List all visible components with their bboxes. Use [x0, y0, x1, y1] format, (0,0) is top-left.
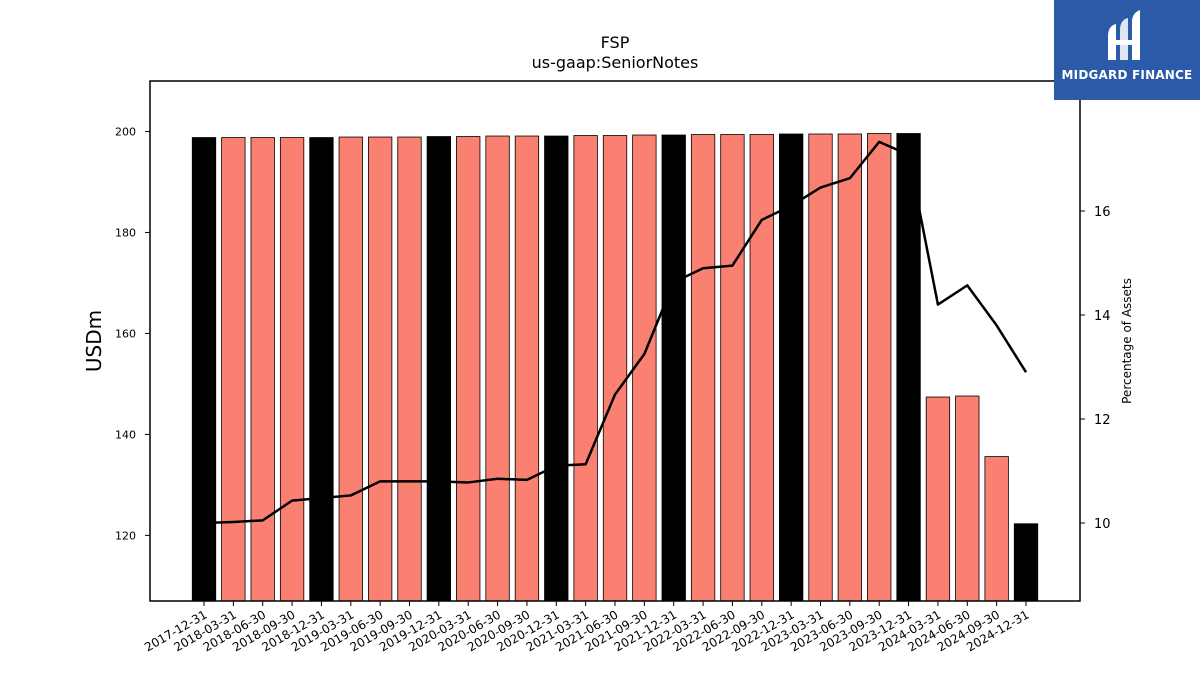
x-axis: 2017-12-312018-03-312018-06-302018-09-30… [142, 601, 1032, 654]
bar-2018-06-30 [250, 137, 275, 602]
y-right-tick-label: 16 [1094, 205, 1111, 220]
bar-2020-03-31 [456, 136, 481, 602]
bar-2022-03-31 [690, 134, 716, 602]
percentage-line [203, 140, 1028, 525]
bar-2023-03-31 [808, 133, 833, 602]
y-tick-label: 120 [115, 529, 136, 542]
bar-2021-09-30 [632, 134, 657, 602]
bars-layer [191, 133, 1039, 602]
bar-2024-12-31 [1013, 523, 1039, 602]
chart-title: FSP [601, 33, 630, 52]
y-axis-label: USDm [82, 310, 106, 372]
bar-2023-12-31 [896, 133, 921, 602]
bar-2019-09-30 [397, 136, 422, 602]
bar-2020-12-31 [544, 135, 569, 602]
y-right-tick-label: 12 [1094, 413, 1111, 428]
bar-2018-12-31 [309, 137, 334, 602]
y-axis-label-right: Percentage of Assets [1120, 278, 1134, 404]
bar-2019-06-30 [367, 136, 393, 602]
brand-logo: MIDGARD FINANCE [1054, 0, 1200, 100]
bar-2021-12-31 [661, 134, 686, 602]
left-axis: 120 140 160 180 200 [115, 125, 150, 542]
y-tick-label: 140 [115, 428, 136, 441]
bar-2024-03-31 [925, 396, 951, 602]
logo-text: MIDGARD FINANCE [1061, 68, 1193, 82]
bar-2018-09-30 [279, 137, 305, 602]
y-tick-label: 160 [115, 327, 136, 340]
bar-2020-09-30 [514, 135, 540, 602]
chart-subtitle: us-gaap:SeniorNotes [532, 53, 699, 72]
y-tick-label: 180 [115, 226, 136, 239]
bar-2018-03-31 [221, 137, 246, 602]
bar-2021-03-31 [573, 135, 598, 602]
bar-2019-12-31 [426, 136, 451, 602]
right-axis: 10 12 14 16 [1080, 205, 1111, 532]
logo-mark-icon [1108, 10, 1140, 60]
y-right-tick-label: 14 [1094, 309, 1111, 324]
bar-2021-06-30 [602, 135, 628, 602]
bar-2022-12-31 [779, 133, 804, 602]
bar-2023-09-30 [867, 133, 892, 602]
bar-2017-12-31 [191, 137, 217, 602]
bar-2019-03-31 [338, 136, 363, 602]
bar-2022-09-30 [749, 134, 774, 602]
bar-2024-09-30 [984, 456, 1009, 602]
line-layer [203, 140, 1028, 525]
bar-2024-06-30 [955, 395, 980, 602]
y-tick-label: 200 [115, 125, 136, 138]
bar-2023-06-30 [837, 133, 862, 602]
bar-2020-06-30 [485, 135, 510, 602]
y-right-tick-label: 10 [1094, 517, 1111, 532]
bar-2022-06-30 [720, 134, 745, 602]
